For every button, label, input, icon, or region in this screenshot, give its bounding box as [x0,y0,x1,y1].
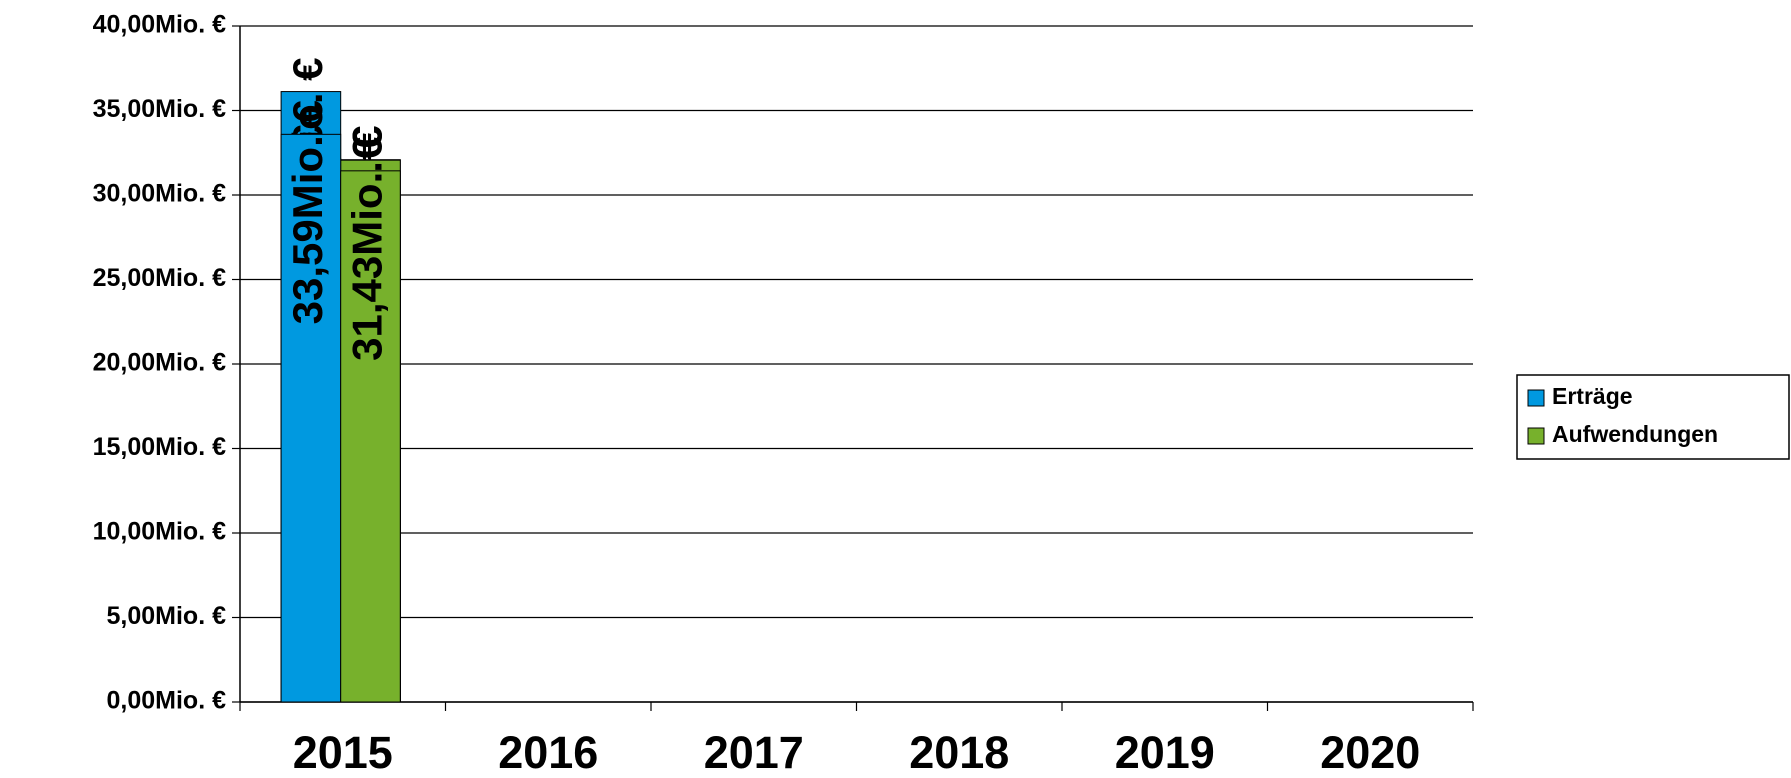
legend-label: Erträge [1552,383,1633,409]
x-tick-label: 2020 [1320,727,1420,778]
y-tick-label: 5,00Mio. € [107,602,227,630]
y-tick-label: 20,00Mio. € [93,349,226,377]
x-tick-label: 2019 [1115,727,1215,778]
bar [280,133,342,703]
y-tick-label: 30,00Mio. € [93,180,226,208]
y-tick-label: 10,00Mio. € [93,518,226,546]
value-label: 31,43Mio. € [344,137,391,361]
legend [1516,374,1790,460]
y-tick-label: 25,00Mio. € [93,264,226,292]
legend-label: Aufwendungen [1552,421,1718,447]
legend-swatch [1527,427,1545,445]
x-tick-label: 2017 [704,727,804,778]
x-tick-label: 2018 [909,727,1009,778]
bar [340,170,401,703]
y-tick-label: 0,00Mio. € [107,687,227,715]
y-tick-label: 15,00Mio. € [93,433,226,461]
x-tick-label: 2016 [498,727,598,778]
x-tick-label: 2015 [293,727,393,778]
value-label: 33,59Mio. € [284,100,331,324]
y-tick-label: 35,00Mio. € [93,95,226,123]
legend-swatch [1527,389,1545,407]
y-tick-label: 40,00Mio. € [93,11,226,39]
